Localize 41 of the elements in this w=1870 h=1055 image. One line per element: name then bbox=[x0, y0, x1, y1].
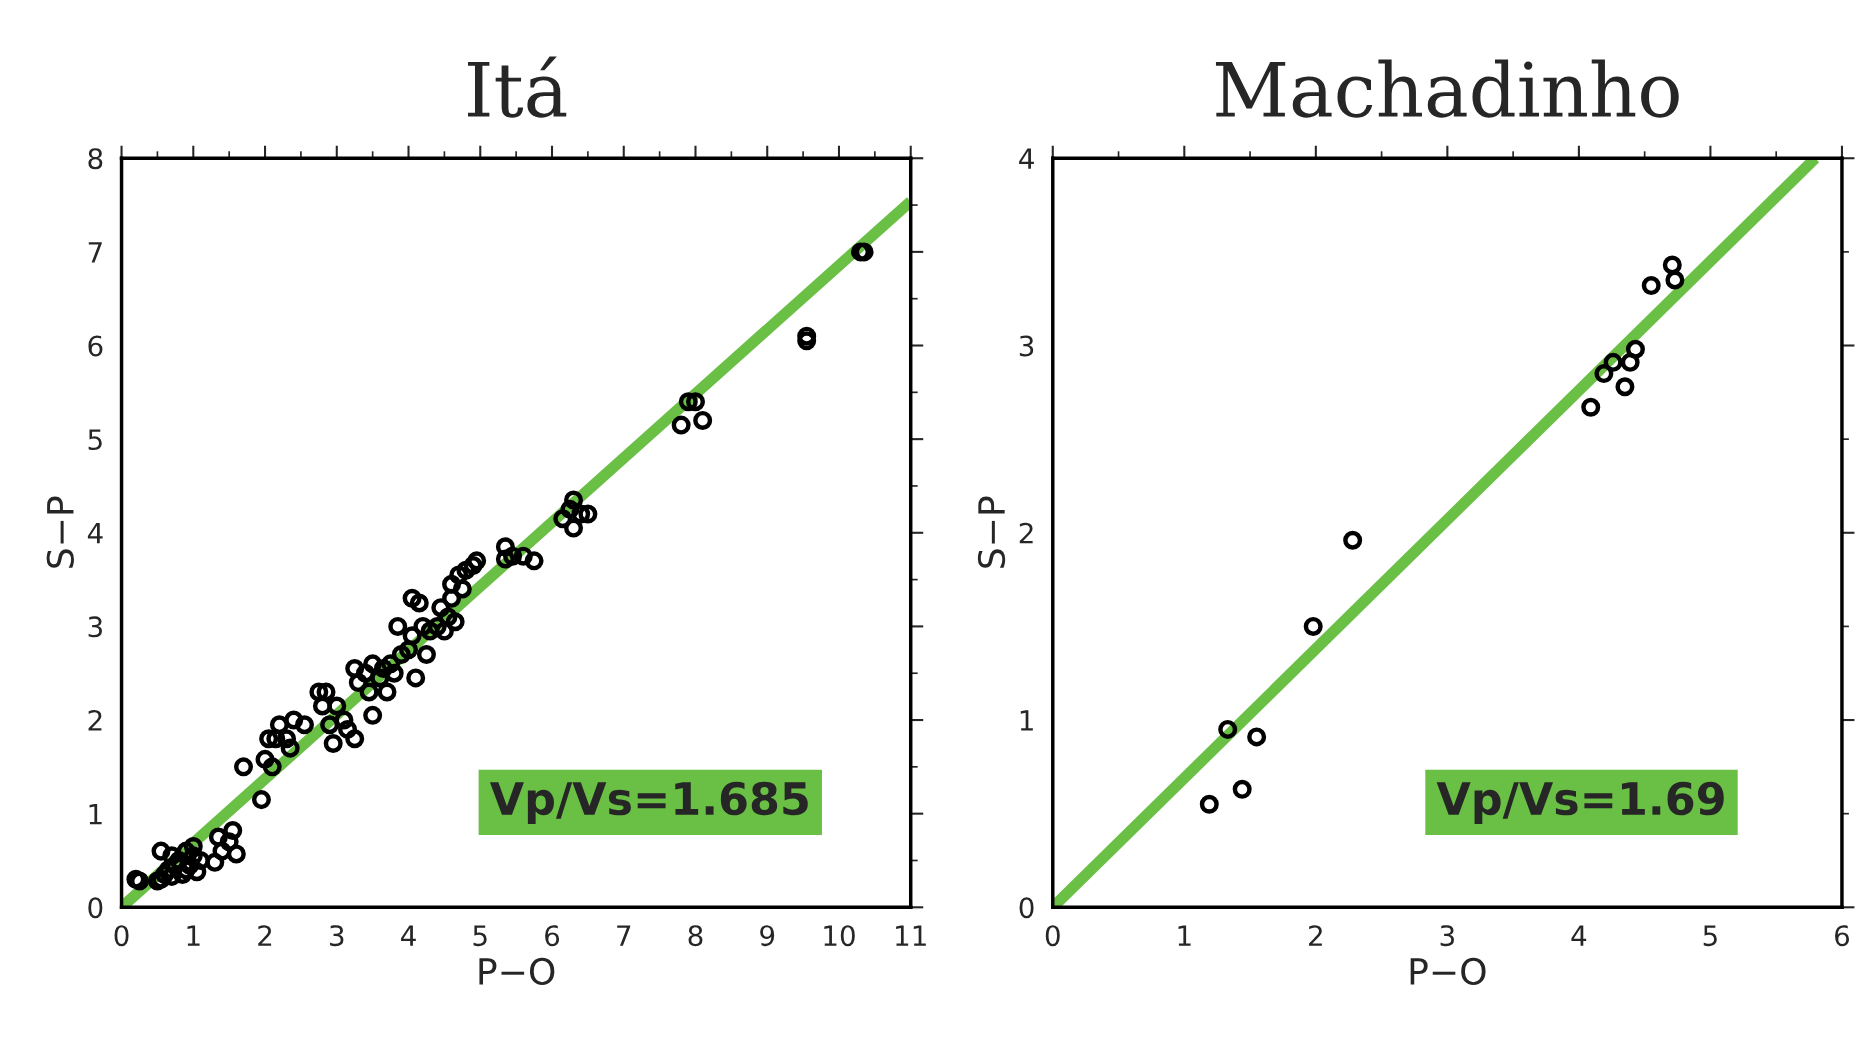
y-tick-label: 1 bbox=[89, 803, 102, 825]
y-tick-label: 0 bbox=[88, 897, 103, 919]
y-axis-title: S−P bbox=[977, 496, 1006, 568]
x-tick-label: 8 bbox=[688, 925, 703, 947]
x-tick-label: 0 bbox=[114, 925, 129, 947]
x-tick-label: 4 bbox=[401, 925, 416, 946]
y-tick-label: 8 bbox=[88, 148, 103, 170]
x-axis-title: P−O bbox=[1410, 957, 1486, 986]
chart-title: Itá bbox=[468, 56, 567, 118]
y-tick-label: 2 bbox=[1019, 522, 1033, 544]
y-tick-label: 2 bbox=[88, 709, 102, 731]
x-tick-label: 1 bbox=[187, 925, 200, 946]
x-tick-label: 10 bbox=[824, 925, 855, 947]
x-tick-label: 1 bbox=[1178, 925, 1191, 946]
x-tick-label: 6 bbox=[545, 925, 560, 947]
x-tick-label: 11 bbox=[896, 925, 926, 946]
x-tick-label: 4 bbox=[1571, 925, 1587, 946]
y-tick-label: 6 bbox=[88, 335, 103, 357]
y-tick-label: 4 bbox=[87, 523, 103, 544]
x-tick-label: 6 bbox=[1835, 925, 1850, 947]
y-tick-label: 0 bbox=[1019, 897, 1034, 919]
y-axis-title: S−P bbox=[46, 496, 74, 568]
x-tick-label: 9 bbox=[760, 925, 775, 947]
x-tick-label: 5 bbox=[473, 925, 487, 947]
y-tick-label: 3 bbox=[1019, 335, 1034, 357]
x-tick-label: 3 bbox=[330, 925, 344, 947]
x-tick-label: 7 bbox=[617, 925, 631, 946]
y-tick-label: 1 bbox=[1020, 710, 1033, 731]
x-tick-label: 5 bbox=[1703, 925, 1717, 947]
x-tick-label: 0 bbox=[1045, 925, 1060, 947]
y-tick-label: 4 bbox=[1019, 148, 1034, 169]
x-axis-title: P−O bbox=[479, 957, 555, 986]
x-tick-label: 2 bbox=[1309, 925, 1322, 946]
x-tick-label: 3 bbox=[1440, 925, 1454, 947]
x-tick-label: 2 bbox=[258, 925, 272, 946]
annotation: Vp/Vs=1.685 bbox=[489, 781, 808, 824]
y-tick-label: 5 bbox=[88, 429, 102, 451]
annotation: Vp/Vs=1.69 bbox=[1436, 781, 1724, 824]
y-tick-label: 3 bbox=[88, 616, 102, 638]
chart-title: Machadinho bbox=[1215, 59, 1679, 118]
y-tick-label: 7 bbox=[88, 242, 102, 263]
